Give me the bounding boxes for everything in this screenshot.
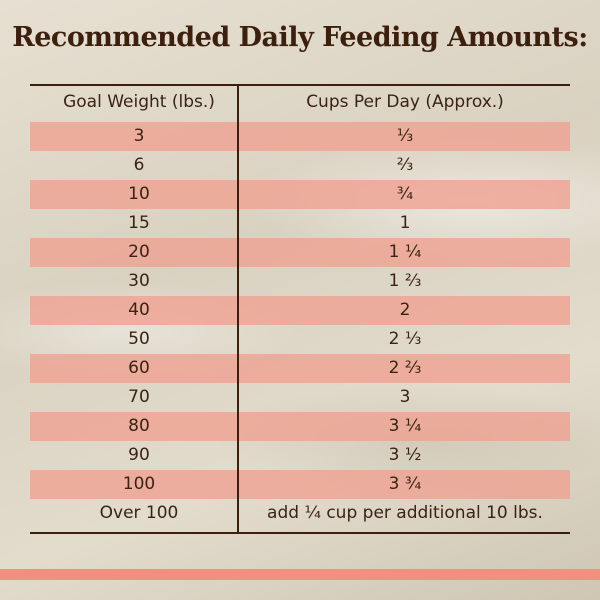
table-cell: 3 <box>133 126 145 146</box>
rule <box>30 532 570 534</box>
table-cell: 70 <box>128 387 150 407</box>
table-cell: 60 <box>128 358 150 378</box>
table-cell: 2 ⅓ <box>388 329 422 349</box>
table-cell: 20 <box>128 242 150 262</box>
table-cell: 1 ⅔ <box>388 271 422 291</box>
row-stripe <box>30 470 570 499</box>
table-cell: 3 <box>399 387 411 407</box>
table-cell: Over 100 <box>99 503 179 523</box>
header-cell: Cups Per Day (Approx.) <box>306 92 504 112</box>
table-cell: 3 ¼ <box>388 416 422 436</box>
title: Recommended Daily Feeding Amounts: <box>12 22 588 53</box>
table-cell: 80 <box>128 416 150 436</box>
table-cell: 15 <box>128 213 150 233</box>
table-cell: 30 <box>128 271 150 291</box>
table-cell: 1 <box>399 213 411 233</box>
row-stripe <box>30 122 570 151</box>
table-cell: 2 <box>399 300 411 320</box>
table-cell: 1 ¼ <box>388 242 422 262</box>
table-cell: add ¼ cup per additional 10 lbs. <box>267 503 543 523</box>
table-cell: 40 <box>128 300 150 320</box>
row-stripe <box>30 238 570 267</box>
table-cell: 3 ½ <box>388 445 422 465</box>
row-stripe <box>30 412 570 441</box>
row-stripe <box>30 180 570 209</box>
table-cell: 2 ⅔ <box>388 358 422 378</box>
table-cell: 50 <box>128 329 150 349</box>
table-cell: 6 <box>133 155 145 175</box>
table-cell: 90 <box>128 445 150 465</box>
footer-band <box>0 569 600 580</box>
table-cell: 10 <box>128 184 150 204</box>
table-cell: ¾ <box>396 184 414 204</box>
table-cell: 3 ¾ <box>388 474 422 494</box>
table-cell: ⅔ <box>396 155 414 175</box>
table-cell: 100 <box>122 474 156 494</box>
row-stripe <box>30 354 570 383</box>
table-cell: ⅓ <box>396 126 414 146</box>
divider <box>237 86 239 534</box>
rule <box>30 84 570 86</box>
row-stripe <box>30 296 570 325</box>
header-cell: Goal Weight (lbs.) <box>63 92 215 112</box>
